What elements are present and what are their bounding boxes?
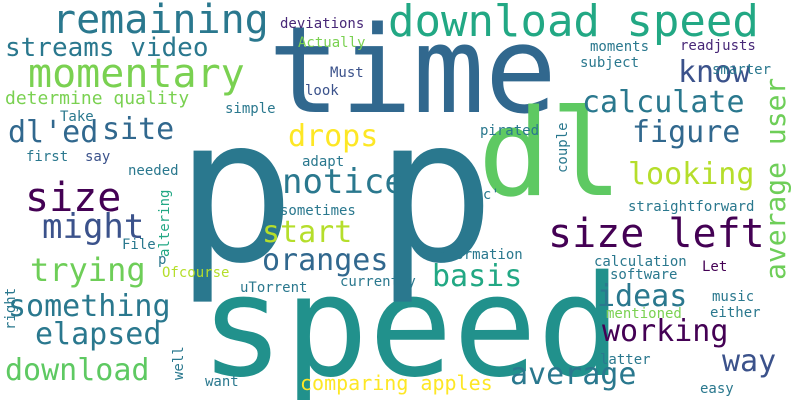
word-oranges: oranges (262, 243, 389, 278)
word-subject: subject (580, 55, 640, 71)
word-currently: currently (340, 274, 416, 290)
word-take: Take (60, 109, 94, 125)
word-altering: altering (157, 189, 173, 257)
word-simple: simple (225, 101, 276, 117)
word-actually: Actually (298, 35, 366, 51)
word-straightforward: straightforward (628, 199, 755, 215)
word-information: information (430, 247, 523, 263)
word-size: size (25, 175, 122, 221)
word-calculate: calculate (582, 85, 745, 120)
word-way: way (722, 344, 777, 379)
word-looking: looking (628, 157, 755, 192)
word-right: right (3, 287, 19, 330)
word-let: Let (702, 259, 728, 275)
word-utorrent: uTorrent (240, 280, 308, 296)
word-average: average (510, 357, 637, 392)
word-elapsed: elapsed (35, 317, 162, 352)
word-well: well (171, 346, 187, 380)
word-etc: etc' (466, 187, 500, 203)
word-streams-video: streams video (5, 33, 209, 63)
word-either: either (710, 305, 761, 321)
word-trying: trying (30, 251, 146, 289)
word-download: download (5, 353, 150, 388)
word-adapt: adapt (302, 154, 345, 170)
word-basis: basis (432, 259, 523, 294)
word-p-large-1: p (175, 75, 296, 308)
word-calculation: calculation (594, 254, 687, 270)
word-pirated: pirated (480, 123, 540, 139)
word-figure: figure (632, 115, 741, 150)
word-drops: drops (288, 119, 379, 154)
word-deviations: deviations (280, 16, 365, 32)
word-might: might (42, 207, 145, 247)
word-want: want (205, 374, 239, 390)
word-determine-quality: determine quality (5, 88, 190, 109)
word-file: File (122, 237, 156, 253)
word-smarter: smarter (712, 62, 772, 78)
word-dl: dl (478, 85, 623, 224)
word-say: say (85, 149, 111, 165)
word-know: know (678, 55, 751, 90)
word-average-user: average user (759, 77, 792, 280)
word-latter: latter (600, 352, 651, 368)
word-working: working (602, 314, 729, 349)
word-software: software (610, 267, 678, 283)
word-look: look (305, 83, 339, 99)
word-couple: couple (555, 122, 571, 173)
word-p-small: p (158, 252, 167, 268)
word-must: Must (330, 65, 364, 81)
word-p-large-2: p (375, 75, 496, 308)
word-ofcourse: Ofcourse (162, 265, 230, 281)
word-easy: easy (700, 381, 734, 397)
word-sometimes: sometimes (280, 203, 356, 219)
word-time: time (268, 2, 557, 141)
word-speed: speed (200, 246, 622, 400)
word-mentioned: mentioned (606, 306, 682, 322)
word-needed: needed (128, 163, 179, 179)
word-readjusts: readjusts (680, 38, 756, 54)
word-moments: moments (590, 39, 650, 55)
word-something: something (8, 289, 171, 324)
word-ideas: ideas (597, 279, 688, 314)
word-start: start (262, 215, 353, 250)
word-site: site (102, 112, 175, 147)
word-music: music (712, 289, 755, 305)
word-download-speed: download speed (388, 0, 759, 47)
word-momentary: momentary (28, 51, 245, 97)
word-remaining: remaining (52, 0, 269, 43)
word-size-left: size left (548, 211, 765, 257)
word-notice: notice (282, 162, 405, 202)
word-comparing-apples: comparing apples (300, 371, 493, 395)
word-first: first (26, 149, 69, 165)
word-dled: dl'ed (8, 115, 99, 150)
